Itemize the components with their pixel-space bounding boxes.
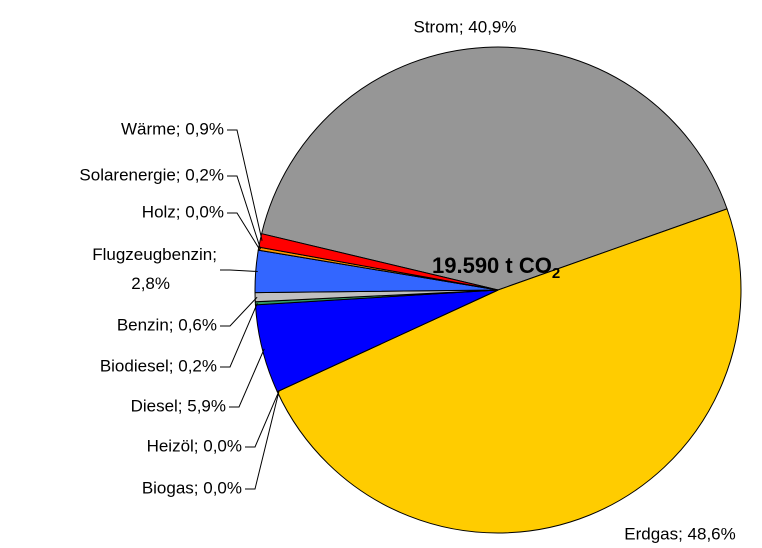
pie-slice <box>276 208 742 534</box>
center-label: 19.590 t CO2 <box>432 253 560 282</box>
leader-line <box>220 296 258 327</box>
data-label: Biogas; 0,0% <box>142 478 242 497</box>
data-label: Heizöl; 0,0% <box>147 436 242 455</box>
data-label: Wärme; 0,9% <box>121 119 224 138</box>
leader-line <box>220 269 258 272</box>
pie-slice <box>261 46 728 291</box>
data-label: Flugzeugbenzin; 2,8% <box>92 245 217 293</box>
data-label: Erdgas; 48,6% <box>624 524 736 543</box>
leader-line <box>227 129 263 241</box>
leader-line <box>227 212 261 251</box>
data-label: Strom; 40,9% <box>414 17 517 36</box>
leader-line <box>245 390 280 448</box>
data-label: Biodiesel; 0,2% <box>100 356 217 375</box>
center-label-text: 19.590 t CO <box>432 253 552 278</box>
leader-line <box>229 348 265 408</box>
data-label: Solarenergie; 0,2% <box>79 165 224 184</box>
data-label: Benzin; 0,6% <box>117 315 217 334</box>
leader-line <box>245 390 280 490</box>
data-label: Holz; 0,0% <box>142 202 224 221</box>
data-label: Diesel; 5,9% <box>131 396 226 415</box>
leader-line <box>227 175 261 250</box>
pie-slice <box>258 233 499 291</box>
center-label-subscript: 2 <box>552 265 560 282</box>
leader-line <box>220 303 258 368</box>
